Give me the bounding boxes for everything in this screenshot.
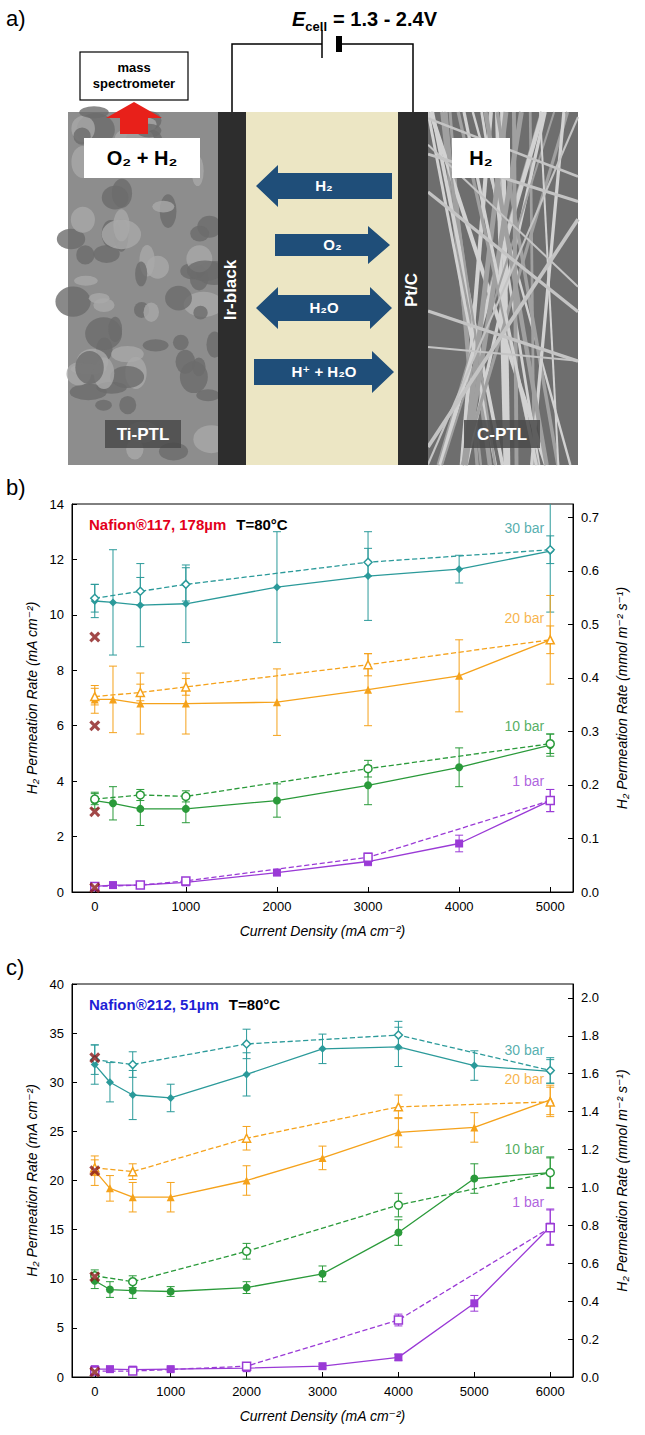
svg-text:H⁺ + H₂O: H⁺ + H₂O	[291, 363, 356, 380]
svg-text:12: 12	[50, 552, 64, 567]
svg-text:3000: 3000	[354, 899, 383, 914]
svg-text:Current Density (mA cm⁻²): Current Density (mA cm⁻²)	[240, 923, 406, 939]
svg-text:10 bar: 10 bar	[505, 718, 545, 734]
svg-text:Ti-PTL: Ti-PTL	[117, 425, 170, 444]
svg-text:Ir-black: Ir-black	[221, 259, 240, 320]
svg-text:10: 10	[50, 1271, 64, 1286]
svg-text:Ecell= 1.3 - 2.4V: Ecell= 1.3 - 2.4V	[292, 8, 438, 34]
svg-text:0.6: 0.6	[581, 1256, 599, 1271]
svg-text:4000: 4000	[384, 1384, 413, 1399]
svg-text:c): c)	[6, 955, 24, 980]
svg-text:1.6: 1.6	[581, 1066, 599, 1081]
svg-text:3000: 3000	[308, 1384, 337, 1399]
svg-text:2000: 2000	[232, 1384, 261, 1399]
svg-text:6: 6	[57, 718, 64, 733]
svg-text:5000: 5000	[536, 899, 565, 914]
svg-text:1 bar: 1 bar	[512, 1194, 544, 1210]
svg-text:35: 35	[50, 1026, 64, 1041]
svg-text:10: 10	[50, 607, 64, 622]
svg-text:1.2: 1.2	[581, 1142, 599, 1157]
svg-text:10 bar: 10 bar	[505, 1141, 545, 1157]
svg-text:5000: 5000	[460, 1384, 489, 1399]
svg-text:b): b)	[6, 475, 26, 500]
svg-text:H₂ Permeation Rate (mmol m⁻² s: H₂ Permeation Rate (mmol m⁻² s⁻¹)	[614, 1069, 630, 1291]
svg-text:8: 8	[57, 663, 64, 678]
svg-text:C-PTL: C-PTL	[477, 425, 527, 444]
svg-text:0: 0	[91, 899, 98, 914]
svg-text:H₂: H₂	[315, 177, 333, 194]
svg-text:0.0: 0.0	[581, 1370, 599, 1385]
svg-text:0.4: 0.4	[581, 1294, 599, 1309]
svg-text:spectrometer: spectrometer	[93, 76, 175, 91]
svg-text:25: 25	[50, 1124, 64, 1139]
svg-text:20 bar: 20 bar	[505, 1071, 545, 1087]
svg-text:4: 4	[57, 774, 64, 789]
svg-text:Current Density (mA cm⁻²): Current Density (mA cm⁻²)	[240, 1408, 406, 1424]
svg-text:0.2: 0.2	[581, 1332, 599, 1347]
svg-text:0: 0	[57, 885, 64, 900]
svg-text:5: 5	[57, 1320, 64, 1335]
svg-text:2: 2	[57, 829, 64, 844]
svg-text:O₂ + H₂: O₂ + H₂	[107, 147, 178, 169]
svg-text:O₂: O₂	[323, 236, 341, 253]
svg-text:Nafion®117, 178µm: Nafion®117, 178µm	[89, 516, 226, 533]
svg-text:40: 40	[50, 977, 64, 992]
svg-text:0.1: 0.1	[581, 831, 599, 846]
svg-text:1.8: 1.8	[581, 1028, 599, 1043]
svg-text:1000: 1000	[156, 1384, 185, 1399]
svg-text:H₂ Permeation Rate (mA cm⁻²): H₂ Permeation Rate (mA cm⁻²)	[24, 602, 40, 795]
svg-text:14: 14	[50, 497, 64, 512]
svg-text:20 bar: 20 bar	[505, 610, 545, 626]
svg-text:T=80°C: T=80°C	[229, 996, 281, 1013]
svg-text:T=80°C: T=80°C	[236, 516, 288, 533]
svg-text:2000: 2000	[262, 899, 291, 914]
svg-text:4000: 4000	[445, 899, 474, 914]
svg-text:H₂O: H₂O	[309, 299, 338, 316]
svg-text:a): a)	[6, 6, 26, 31]
svg-text:15: 15	[50, 1222, 64, 1237]
svg-text:0.0: 0.0	[581, 885, 599, 900]
svg-text:0.8: 0.8	[581, 1218, 599, 1233]
svg-text:6000: 6000	[536, 1384, 565, 1399]
svg-text:0: 0	[91, 1384, 98, 1399]
svg-text:1.4: 1.4	[581, 1104, 599, 1119]
svg-text:H₂ Permeation Rate (mmol m⁻² s: H₂ Permeation Rate (mmol m⁻² s⁻¹)	[614, 587, 630, 809]
svg-text:1 bar: 1 bar	[512, 773, 544, 789]
svg-text:0.5: 0.5	[581, 617, 599, 632]
svg-text:H₂ Permeation Rate (mA cm⁻²): H₂ Permeation Rate (mA cm⁻²)	[24, 1084, 40, 1277]
svg-text:2.0: 2.0	[581, 990, 599, 1005]
svg-text:0.4: 0.4	[581, 670, 599, 685]
svg-text:0.6: 0.6	[581, 563, 599, 578]
svg-text:0.7: 0.7	[581, 510, 599, 525]
svg-text:1.0: 1.0	[581, 1180, 599, 1195]
svg-text:mass: mass	[117, 60, 150, 75]
svg-text:30 bar: 30 bar	[505, 1042, 545, 1058]
svg-text:Nafion®212, 51µm: Nafion®212, 51µm	[89, 996, 219, 1013]
svg-text:1000: 1000	[171, 899, 200, 914]
svg-text:H₂: H₂	[469, 147, 492, 169]
svg-text:0.2: 0.2	[581, 777, 599, 792]
svg-text:20: 20	[50, 1173, 64, 1188]
svg-text:30: 30	[50, 1075, 64, 1090]
svg-text:30 bar: 30 bar	[505, 520, 545, 536]
svg-text:0.3: 0.3	[581, 724, 599, 739]
svg-text:Pt/C: Pt/C	[402, 273, 421, 307]
svg-text:0: 0	[57, 1370, 64, 1385]
